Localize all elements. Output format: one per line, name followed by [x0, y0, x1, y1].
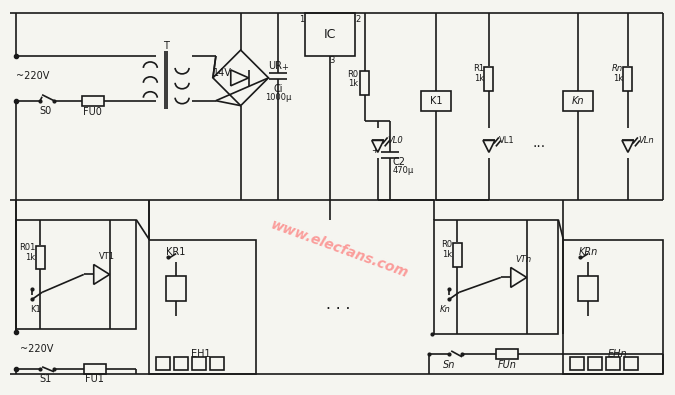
Bar	[166, 276, 186, 301]
Bar	[485, 67, 493, 91]
Text: R0: R0	[347, 70, 358, 79]
Text: VL1: VL1	[499, 136, 514, 145]
Bar	[588, 357, 602, 370]
Text: EHn: EHn	[608, 349, 628, 359]
Text: 14V: 14V	[213, 68, 232, 78]
Text: ~220V: ~220V	[20, 344, 53, 354]
Text: VL0: VL0	[387, 136, 404, 145]
Text: VLn: VLn	[638, 136, 653, 145]
Text: . . .: . . .	[326, 297, 350, 312]
Bar	[564, 240, 663, 374]
Text: 1k: 1k	[348, 79, 358, 88]
Text: C2: C2	[393, 157, 406, 167]
Text: ...: ...	[532, 136, 545, 150]
Text: 2: 2	[356, 15, 361, 24]
Text: S0: S0	[39, 105, 51, 116]
Text: VTn: VTn	[516, 255, 532, 264]
Text: FUn: FUn	[497, 360, 516, 370]
Text: KR1: KR1	[167, 246, 186, 257]
Text: 1k: 1k	[442, 250, 452, 259]
Text: IC: IC	[324, 28, 336, 41]
Text: 1: 1	[299, 15, 304, 24]
Bar	[360, 71, 369, 95]
Text: KRn: KRn	[578, 246, 598, 257]
Bar	[624, 357, 638, 370]
Text: 1k: 1k	[613, 74, 623, 83]
Bar	[192, 357, 206, 370]
Text: UR: UR	[269, 61, 282, 71]
Text: R0: R0	[441, 240, 452, 249]
Text: Ci: Ci	[273, 84, 284, 94]
Bar	[434, 220, 558, 334]
Text: 3: 3	[329, 56, 335, 66]
Text: Sn: Sn	[443, 360, 456, 370]
Text: Kn: Kn	[572, 96, 585, 106]
Bar	[82, 96, 104, 105]
Text: ~220V: ~220V	[16, 71, 50, 81]
Bar	[564, 91, 593, 111]
Bar	[305, 13, 355, 56]
Text: EH1: EH1	[191, 349, 211, 359]
Bar	[570, 357, 585, 370]
Text: K1: K1	[30, 305, 40, 314]
Bar	[624, 67, 632, 91]
Bar	[36, 246, 45, 269]
Text: Rn: Rn	[612, 64, 623, 73]
Bar	[606, 357, 620, 370]
Bar	[496, 349, 518, 359]
Bar	[16, 220, 136, 329]
Bar	[421, 91, 451, 111]
Text: VT1: VT1	[99, 252, 115, 261]
Text: FU0: FU0	[83, 107, 102, 117]
Text: www.elecfans.com: www.elecfans.com	[269, 218, 411, 281]
Text: Kn: Kn	[440, 305, 451, 314]
Text: 470μ: 470μ	[393, 166, 414, 175]
Text: 1k: 1k	[474, 74, 484, 83]
Bar	[157, 357, 170, 370]
Text: 1k: 1k	[25, 253, 35, 262]
Bar	[578, 276, 598, 301]
Bar	[210, 357, 224, 370]
Bar	[453, 243, 462, 267]
Bar	[174, 357, 188, 370]
Text: R01: R01	[19, 243, 35, 252]
Text: S1: S1	[39, 374, 51, 384]
Text: +: +	[371, 146, 378, 155]
Text: K1: K1	[430, 96, 443, 106]
Text: FU1: FU1	[85, 374, 104, 384]
Text: 1000μ: 1000μ	[265, 93, 292, 102]
Text: R1: R1	[473, 64, 484, 73]
Bar	[149, 240, 256, 374]
Text: T: T	[163, 41, 169, 51]
Bar	[84, 364, 106, 374]
Text: +: +	[281, 64, 288, 72]
